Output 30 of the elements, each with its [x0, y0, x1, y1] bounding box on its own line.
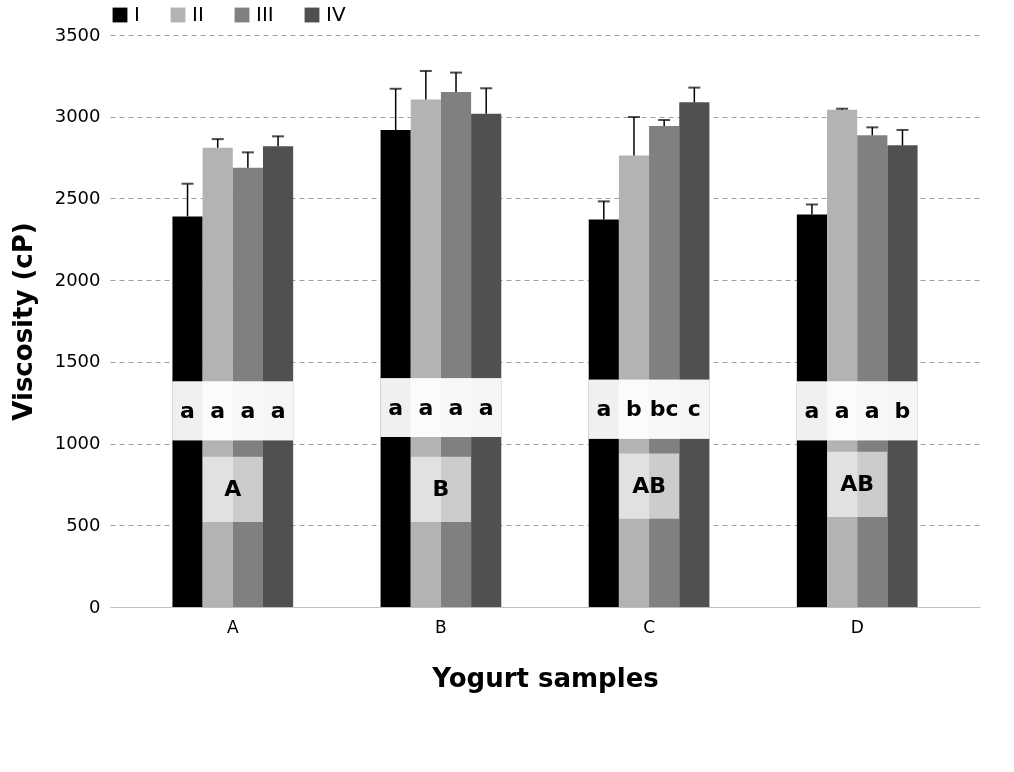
- y-tick-label: 1000: [54, 432, 101, 454]
- bar: [679, 102, 710, 607]
- legend-label: II: [192, 2, 204, 26]
- bar: [887, 145, 918, 607]
- annotation: a a a a: [180, 397, 286, 423]
- y-axis-title: Viscosity (cP): [7, 222, 38, 421]
- legend-label: IV: [326, 2, 346, 26]
- x-tick-label: B: [435, 616, 447, 637]
- annotation: a b bc c: [596, 396, 701, 422]
- annotation: AB: [840, 471, 875, 497]
- annotation: B: [432, 476, 450, 502]
- x-tick-label: D: [850, 616, 864, 637]
- annotation: AB: [632, 473, 666, 499]
- x-axis-title: Yogurt samples: [431, 662, 659, 693]
- bar: [262, 146, 294, 607]
- annotation: a a a b: [804, 397, 911, 423]
- legend-label: I: [134, 2, 140, 26]
- y-tick-label: 2000: [54, 268, 101, 290]
- annotation: a a a a: [388, 394, 494, 420]
- y-tick-label: 0: [89, 595, 101, 617]
- x-tick-label: C: [643, 616, 655, 637]
- bar: [471, 113, 502, 607]
- y-tick-label: 3000: [54, 105, 101, 127]
- annotation: A: [224, 476, 242, 502]
- x-tick-label: A: [226, 616, 239, 637]
- y-tick-label: 1500: [54, 350, 101, 372]
- legend-label: III: [256, 2, 274, 26]
- y-tick-label: 2500: [54, 186, 101, 208]
- y-tick-label: 3500: [54, 23, 101, 45]
- y-tick-label: 500: [66, 513, 101, 535]
